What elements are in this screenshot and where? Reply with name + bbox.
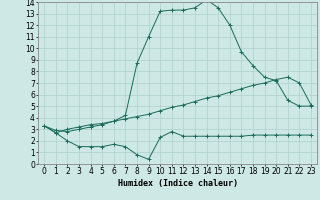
X-axis label: Humidex (Indice chaleur): Humidex (Indice chaleur): [118, 179, 238, 188]
